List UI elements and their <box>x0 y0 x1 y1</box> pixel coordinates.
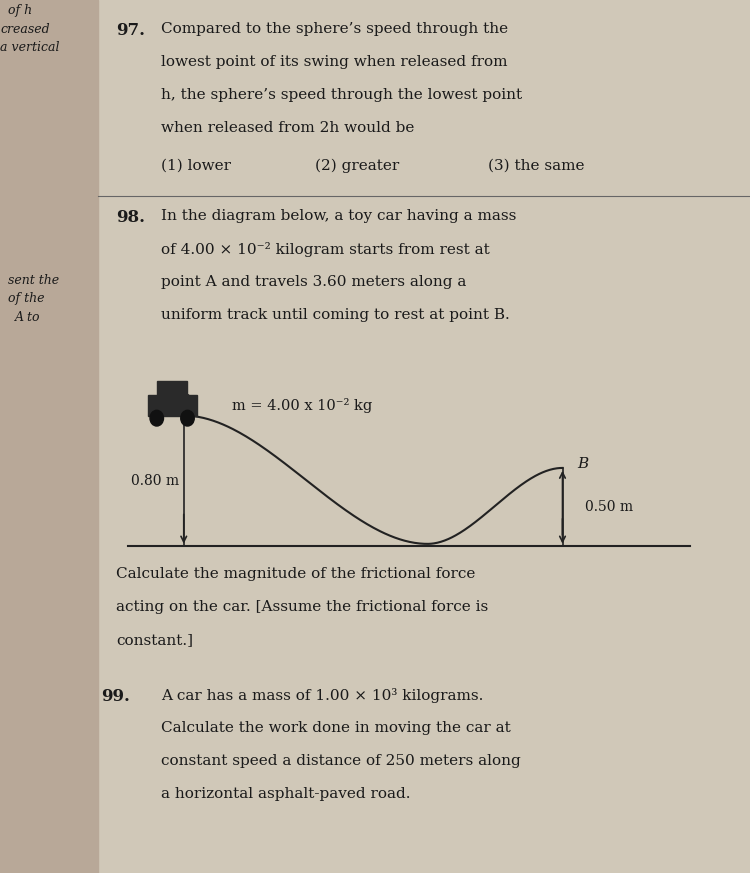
Text: of h: of h <box>8 4 32 17</box>
Text: a horizontal asphalt-paved road.: a horizontal asphalt-paved road. <box>161 787 411 801</box>
Text: Calculate the magnitude of the frictional force: Calculate the magnitude of the frictiona… <box>116 567 476 581</box>
Circle shape <box>150 410 164 426</box>
Text: creased: creased <box>0 23 50 36</box>
Text: (3) the same: (3) the same <box>488 159 584 173</box>
Text: (1) lower: (1) lower <box>161 159 231 173</box>
Text: (2) greater: (2) greater <box>315 159 399 173</box>
Text: point A and travels 3.60 meters along a: point A and travels 3.60 meters along a <box>161 275 466 289</box>
Text: sent the: sent the <box>8 274 59 287</box>
Circle shape <box>181 410 194 426</box>
Text: m = 4.00 x 10⁻² kg: m = 4.00 x 10⁻² kg <box>232 397 373 413</box>
Text: In the diagram below, a toy car having a mass: In the diagram below, a toy car having a… <box>161 209 517 223</box>
Bar <box>0 0 98 873</box>
Text: 99.: 99. <box>101 688 130 705</box>
Text: when released from 2h would be: when released from 2h would be <box>161 121 415 135</box>
Text: 97.: 97. <box>116 22 146 38</box>
Text: uniform track until coming to rest at point B.: uniform track until coming to rest at po… <box>161 308 510 322</box>
Text: Calculate the work done in moving the car at: Calculate the work done in moving the ca… <box>161 721 511 735</box>
Bar <box>148 395 196 416</box>
Text: of 4.00 × 10⁻² kilogram starts from rest at: of 4.00 × 10⁻² kilogram starts from rest… <box>161 242 490 257</box>
Text: A car has a mass of 1.00 × 10³ kilograms.: A car has a mass of 1.00 × 10³ kilograms… <box>161 688 484 703</box>
Text: constant.]: constant.] <box>116 633 194 647</box>
Text: A: A <box>178 384 189 398</box>
Text: 98.: 98. <box>116 209 146 225</box>
Bar <box>157 381 187 395</box>
Text: A to: A to <box>15 311 40 324</box>
Text: of the: of the <box>8 292 44 306</box>
Text: B: B <box>578 457 589 471</box>
Text: acting on the car. [Assume the frictional force is: acting on the car. [Assume the frictiona… <box>116 600 488 614</box>
Text: a vertical: a vertical <box>0 41 59 54</box>
Text: 0.80 m: 0.80 m <box>131 474 179 488</box>
Text: constant speed a distance of 250 meters along: constant speed a distance of 250 meters … <box>161 754 521 768</box>
Text: Compared to the sphere’s speed through the: Compared to the sphere’s speed through t… <box>161 22 509 36</box>
Text: 0.50 m: 0.50 m <box>585 500 633 514</box>
Text: h, the sphere’s speed through the lowest point: h, the sphere’s speed through the lowest… <box>161 88 522 102</box>
Text: lowest point of its swing when released from: lowest point of its swing when released … <box>161 55 508 69</box>
